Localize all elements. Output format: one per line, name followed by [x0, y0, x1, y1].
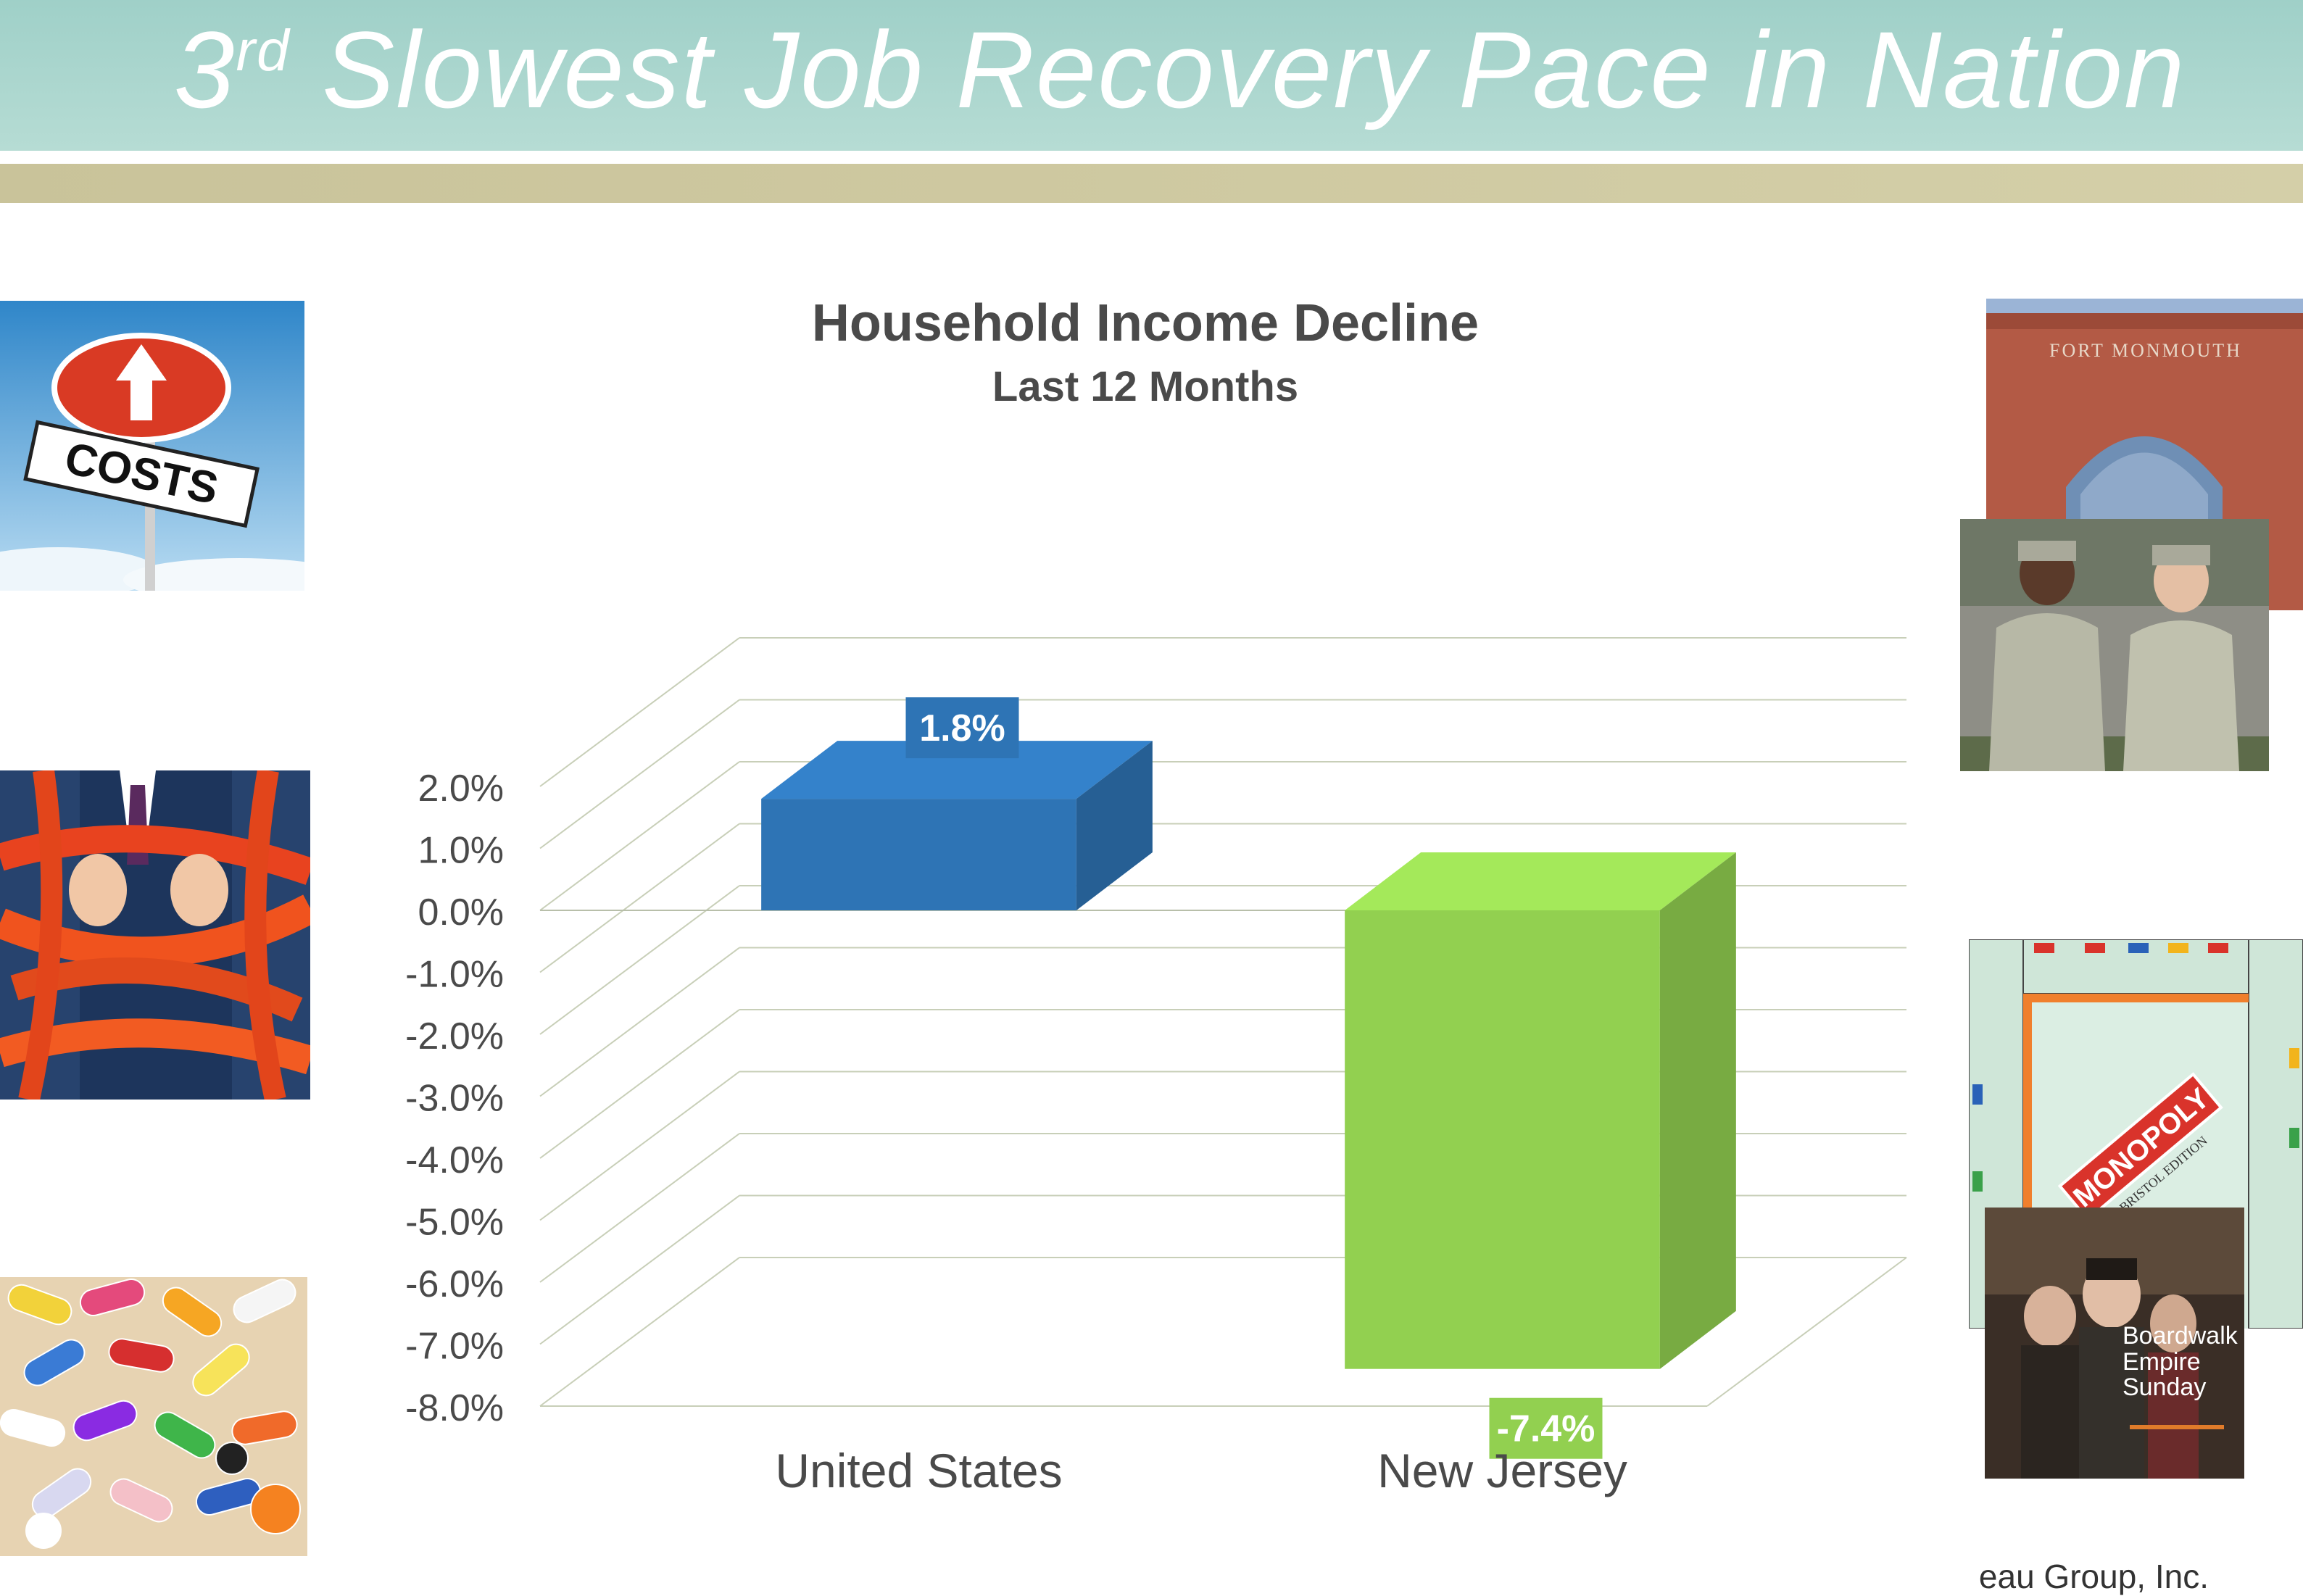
header-separator [0, 151, 2303, 164]
gridline-side [539, 761, 740, 911]
title-prefix: 3 [174, 9, 236, 130]
y-tick-label: -6.0% [405, 1263, 504, 1305]
bar-side [1076, 741, 1153, 910]
y-tick-label: -1.0% [405, 954, 504, 996]
category-label: New Jersey [1377, 1444, 1627, 1497]
gridline-side [539, 823, 740, 973]
y-tick-label: -7.0% [405, 1326, 504, 1368]
gridline-side [539, 1071, 740, 1221]
magazine-text: Boardwalk Empire Sunday [2123, 1323, 2238, 1402]
y-tick-label: -2.0% [405, 1015, 504, 1057]
tangled-businessman-photo [0, 770, 310, 1100]
data-label-bg [905, 697, 1019, 759]
pills-photo [0, 1277, 307, 1556]
gridline-side [539, 1009, 740, 1159]
gridline-side [539, 1133, 740, 1283]
bar-front [1345, 910, 1660, 1369]
floor-right-edge [1706, 1257, 1907, 1407]
y-tick-label: -8.0% [405, 1387, 504, 1429]
header-accent-bar [0, 164, 2303, 203]
bar-front [761, 799, 1076, 910]
category-label: United States [775, 1444, 1062, 1497]
gridline-side [539, 1194, 740, 1345]
footer-credit: eau Group, Inc. [1978, 1558, 2209, 1595]
gridline-side [539, 885, 740, 1035]
y-tick-label: -5.0% [405, 1202, 504, 1244]
y-tick-label: 2.0% [418, 768, 504, 810]
fort-sign-text: FORT MONMOUTH [2049, 340, 2242, 361]
boardwalk-empire-photo: Boardwalk Empire Sunday [1985, 1208, 2244, 1479]
title-superscript: rd [236, 18, 291, 83]
bar-top [761, 741, 1153, 799]
y-tick-label: 0.0% [418, 891, 504, 934]
gridline-side [539, 699, 740, 849]
bar-side [1659, 852, 1736, 1369]
costs-sign-photo: COSTS [0, 301, 304, 591]
gridline-side [539, 1257, 740, 1407]
data-label: -7.4% [1497, 1408, 1595, 1450]
chart-title: Household Income Decline [812, 294, 1479, 352]
header-banner [0, 0, 2303, 151]
title-rest: Slowest Job Recovery Pace in Nation [290, 9, 2186, 130]
data-label-bg [1489, 1397, 1603, 1459]
soldiers-photo [1960, 519, 2269, 771]
y-tick-label: 1.0% [418, 830, 504, 872]
y-tick-label: -4.0% [405, 1139, 504, 1181]
gridline-side [539, 637, 740, 787]
chart-subtitle: Last 12 Months [992, 363, 1298, 410]
bar-top [1345, 852, 1736, 910]
page-title: 3rd Slowest Job Recovery Pace in Nation [174, 7, 2186, 133]
data-label: 1.8% [919, 707, 1005, 749]
gridline-side [539, 947, 740, 1097]
y-tick-label: -3.0% [405, 1078, 504, 1120]
